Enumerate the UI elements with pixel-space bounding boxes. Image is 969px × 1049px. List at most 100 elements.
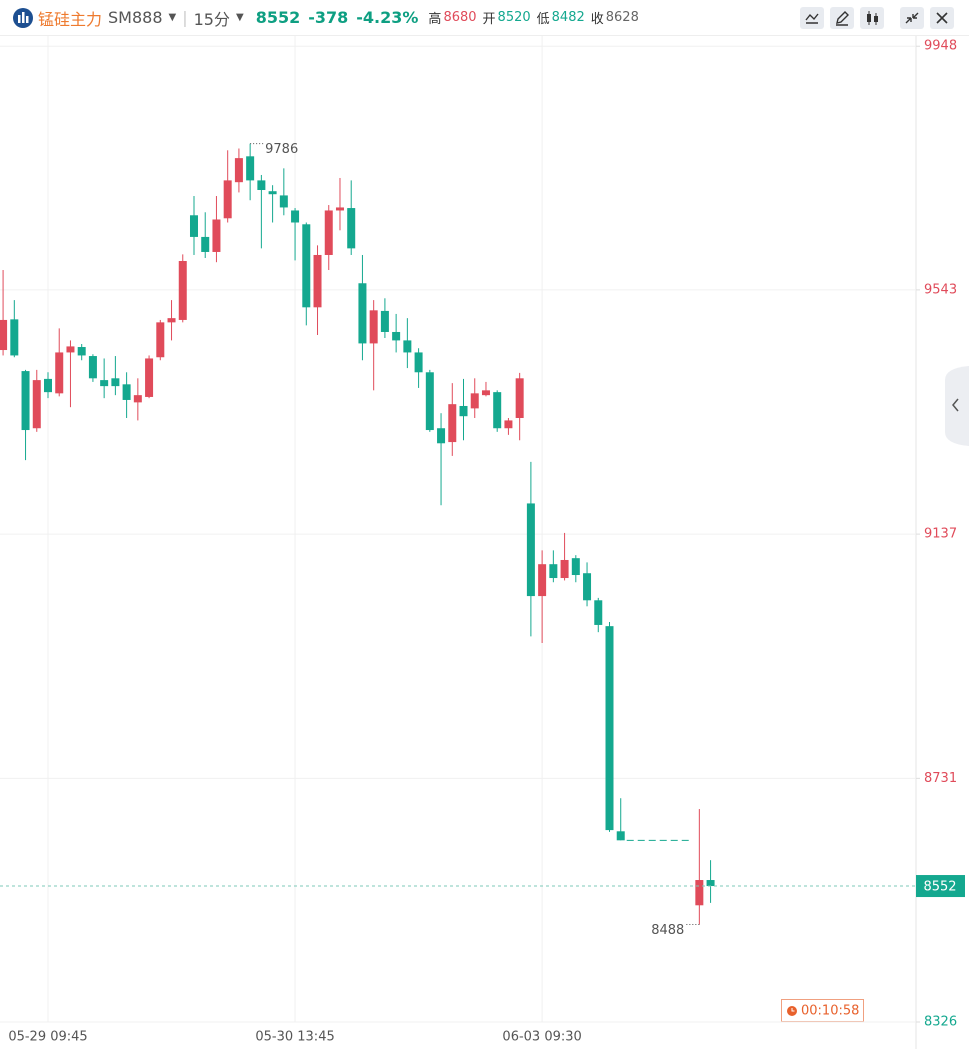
candle-body: [257, 180, 266, 191]
candle-body: [0, 319, 8, 351]
stat-label: 开: [482, 12, 496, 27]
stat-value: 8680: [443, 10, 477, 25]
candle-body: [706, 880, 715, 887]
candle-body: [583, 573, 592, 601]
candle-body: [538, 564, 547, 597]
candle-body: [493, 392, 502, 429]
candle-body: [380, 310, 389, 332]
stat-label: 收: [590, 12, 604, 27]
candle-body: [616, 831, 625, 841]
tab-arrow: [952, 398, 959, 412]
caret[interactable]: ▼: [235, 12, 244, 23]
candle-body: [369, 310, 378, 344]
candle-body: [66, 346, 75, 353]
candle-body: [167, 318, 176, 323]
side-panel-tab[interactable]: [945, 366, 969, 446]
indicator-button[interactable]: [800, 7, 824, 29]
icon: [805, 13, 819, 24]
draw-button[interactable]: [830, 7, 854, 29]
candle-body: [549, 564, 558, 579]
candle-body: [100, 380, 109, 387]
candle-body: [122, 384, 131, 400]
price-tag: [916, 875, 965, 898]
separator: |: [182, 8, 188, 27]
candle-body: [145, 358, 154, 397]
stat-label: 高: [428, 12, 442, 27]
candle-body: [212, 219, 221, 252]
kline-button[interactable]: [860, 7, 884, 29]
y-tick-label: 9948: [924, 39, 957, 54]
candle-body: [504, 420, 513, 429]
candle-body: [459, 405, 468, 417]
candle-body: [201, 236, 210, 252]
candle-body: [44, 378, 52, 393]
change: -378: [308, 8, 349, 27]
y-tick-label: 9137: [924, 527, 957, 542]
candle-body: [302, 224, 311, 308]
candle-body: [111, 378, 120, 387]
candle-body: [133, 395, 142, 403]
candle-body: [515, 378, 524, 419]
price-tag-label: 8552: [923, 880, 956, 895]
candle-body: [358, 283, 367, 344]
candle-body: [335, 207, 344, 211]
candle-body: [246, 156, 255, 181]
candle-body: [88, 356, 97, 379]
candle-body: [526, 503, 535, 597]
contract-name[interactable]: 锰硅主力: [38, 9, 103, 29]
candle-body: [55, 352, 64, 394]
candle-body: [448, 404, 457, 443]
candle-body: [571, 558, 580, 576]
candle-body: [605, 626, 614, 831]
candle-body: [425, 372, 434, 431]
stat-value: 8482: [551, 10, 585, 25]
icon: [905, 12, 919, 24]
y-tick-label: 8731: [924, 771, 957, 786]
candle-body: [268, 191, 277, 195]
stat-value: 8520: [497, 10, 531, 25]
candle-body: [324, 210, 333, 255]
timer-hand: [791, 1008, 795, 1012]
timer-icon: [787, 1006, 797, 1016]
icon: [836, 11, 849, 26]
candle-body: [392, 331, 401, 341]
close-button[interactable]: [930, 7, 954, 29]
y-tick-label: 9543: [924, 282, 957, 297]
y-tick-label: 8326: [924, 1015, 957, 1030]
timer-text: 00:10:58: [801, 1004, 859, 1019]
x-tick-label: 05-29 09:45: [8, 1030, 87, 1045]
candle-body: [234, 158, 243, 183]
candle-body: [470, 393, 479, 409]
icon: [867, 11, 878, 25]
contract-code[interactable]: SM888: [108, 8, 163, 27]
candle-body: [156, 322, 165, 358]
x-tick-label: 05-30 13:45: [255, 1030, 334, 1045]
candle-body: [695, 880, 704, 906]
icon: [936, 12, 948, 24]
stat-value: 8628: [605, 10, 639, 25]
candle-body: [437, 428, 446, 444]
candle-body: [10, 319, 19, 356]
candle-body: [291, 210, 300, 223]
candle-body: [403, 340, 412, 353]
candle-body: [32, 380, 41, 429]
stat-label: 低: [536, 12, 550, 27]
collapse-button[interactable]: [900, 7, 924, 29]
candle-body: [313, 254, 322, 308]
candle-body: [414, 352, 423, 373]
period[interactable]: 15分: [193, 9, 230, 29]
candle-body: [481, 390, 490, 396]
change-pct: -4.23%: [356, 8, 419, 27]
candle-body: [178, 260, 187, 320]
caret[interactable]: ▼: [168, 12, 177, 23]
logo: [13, 7, 33, 28]
candle-body: [279, 195, 288, 208]
candle-body: [594, 600, 603, 625]
last-price: 8552: [255, 8, 301, 27]
candle-body: [223, 180, 232, 219]
candle-body: [347, 208, 356, 249]
candle-body: [77, 347, 86, 356]
